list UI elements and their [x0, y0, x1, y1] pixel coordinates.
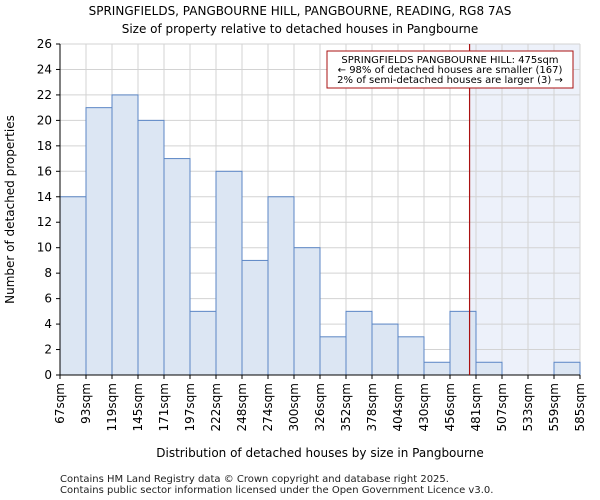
- bar-222sqm: [215, 170, 243, 376]
- annotation-line-3: 2% of semi-detached houses are larger (3…: [337, 75, 563, 86]
- bar-559sqm: [553, 361, 581, 376]
- x-tick-label: 559sqm: [547, 383, 561, 431]
- y-tick-label: 26: [37, 37, 52, 51]
- y-tick-label: 12: [37, 215, 52, 229]
- x-tick-label: 300sqm: [287, 383, 301, 431]
- y-tick-label: 10: [37, 241, 52, 255]
- y-tick-label: 14: [37, 190, 52, 204]
- y-tick-label: 20: [37, 113, 52, 127]
- y-tick-label: 4: [44, 317, 52, 331]
- bar-378sqm: [371, 323, 399, 376]
- bar-456sqm: [449, 310, 477, 376]
- bar-404sqm: [397, 336, 425, 376]
- y-tick-label: 6: [44, 292, 52, 306]
- chart-subtitle: Size of property relative to detached ho…: [121, 22, 479, 36]
- x-tick-label: 171sqm: [157, 383, 171, 431]
- x-tick-label: 507sqm: [495, 383, 509, 431]
- bar-430sqm: [423, 361, 451, 376]
- y-tick-label: 2: [44, 343, 52, 357]
- annotation-box: [326, 50, 574, 89]
- y-tick-label: 22: [37, 88, 52, 102]
- bar-274sqm: [267, 196, 295, 376]
- highlight-region: [469, 44, 580, 375]
- bar-171sqm: [163, 158, 191, 376]
- bar-197sqm: [189, 310, 217, 376]
- x-tick-label: 222sqm: [209, 383, 223, 431]
- bar-119sqm: [111, 94, 139, 376]
- x-axis-title: Distribution of detached houses by size …: [156, 446, 483, 460]
- x-tick-label: 378sqm: [365, 383, 379, 431]
- y-tick-label: 0: [44, 368, 52, 382]
- bar-326sqm: [319, 336, 347, 376]
- bar-93sqm: [85, 107, 113, 376]
- x-tick-label: 456sqm: [443, 383, 457, 431]
- footer: Contains HM Land Registry data © Crown c…: [60, 474, 493, 496]
- bar-145sqm: [137, 119, 165, 376]
- x-tick-label: 248sqm: [235, 383, 249, 431]
- x-tick-label: 585sqm: [573, 383, 587, 431]
- x-tick-label: 430sqm: [417, 383, 431, 431]
- bar-481sqm: [475, 361, 503, 376]
- footer-line-1: Contains HM Land Registry data © Crown c…: [60, 474, 449, 485]
- x-tick-label: 93sqm: [79, 383, 93, 424]
- chart-title: SPRINGFIELDS, PANGBOURNE HILL, PANGBOURN…: [88, 4, 512, 18]
- y-tick-label: 16: [37, 164, 52, 178]
- x-tick-label: 352sqm: [339, 383, 353, 431]
- footer-line-2: Contains public sector information licen…: [60, 485, 494, 496]
- x-tick-label: 67sqm: [53, 383, 67, 424]
- annotation-line-1: SPRINGFIELDS PANGBOURNE HILL: 475sqm: [341, 55, 558, 66]
- annotation-line-2: ← 98% of detached houses are smaller (16…: [338, 65, 563, 76]
- bar-67sqm: [59, 196, 87, 376]
- x-tick-label: 481sqm: [469, 383, 483, 431]
- y-tick-label: 18: [37, 139, 52, 153]
- y-tick-label: 8: [44, 266, 52, 280]
- chart-title-block: SPRINGFIELDS, PANGBOURNE HILL, PANGBOURN…: [0, 2, 600, 38]
- x-tick-label: 404sqm: [391, 383, 405, 431]
- x-tick-label: 197sqm: [183, 383, 197, 431]
- x-tick-label: 145sqm: [131, 383, 145, 431]
- x-tick-label: 119sqm: [105, 383, 119, 431]
- x-tick-label: 326sqm: [313, 383, 327, 431]
- bar-352sqm: [345, 310, 373, 376]
- y-tick-label: 24: [37, 62, 52, 76]
- bar-300sqm: [293, 247, 321, 376]
- bar-248sqm: [241, 259, 269, 376]
- y-axis-title: Number of detached properties: [3, 115, 17, 304]
- x-tick-label: 533sqm: [521, 383, 535, 431]
- x-tick-label: 274sqm: [261, 383, 275, 431]
